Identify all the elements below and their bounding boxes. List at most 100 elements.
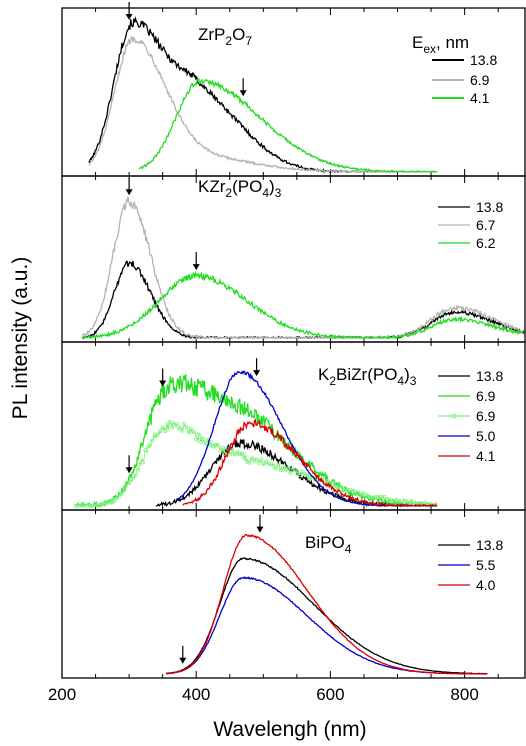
series-marker [259, 457, 264, 462]
series-marker [336, 483, 341, 488]
series-marker [170, 425, 174, 430]
series-marker [293, 467, 298, 472]
series-marker [112, 499, 117, 504]
series-marker [203, 441, 208, 446]
series-marker [266, 461, 271, 466]
y-axis-label: PL intensity (a.u.) [9, 257, 32, 420]
panel-title: BiPO4 [305, 533, 352, 556]
series-marker [377, 495, 382, 499]
series-marker [370, 495, 375, 500]
series-marker [288, 471, 293, 475]
x-axis-label: Wavelengh (nm) [213, 718, 366, 741]
series-marker [194, 437, 199, 442]
peak-arrowhead [239, 90, 247, 97]
series-marker [148, 443, 153, 448]
panel-title: KZr2(PO4)3 [198, 177, 282, 200]
series-marker [302, 471, 307, 476]
series-marker [346, 488, 351, 493]
series-marker [158, 429, 162, 434]
series-marker [191, 430, 196, 434]
legend-marker [451, 413, 457, 419]
series-marker [305, 473, 310, 478]
series-marker [283, 466, 288, 471]
series-marker [153, 432, 158, 437]
series-marker [114, 496, 119, 501]
series-marker [406, 500, 411, 505]
series-marker [261, 461, 266, 466]
series-marker [348, 488, 353, 493]
series-marker [116, 494, 121, 499]
series-marker [244, 459, 249, 464]
series-marker [80, 503, 85, 507]
series-marker [286, 466, 290, 471]
peak-arrowhead [192, 264, 200, 271]
series-marker [182, 421, 187, 426]
series-marker [179, 428, 184, 433]
peak-arrowhead [125, 189, 133, 196]
panel-frame [61, 341, 526, 511]
legend-label: 6.7 [476, 217, 496, 233]
series-line-6_9 [74, 374, 438, 509]
legend-label: 4.0 [476, 577, 496, 593]
series-marker [196, 438, 201, 443]
series-marker [423, 500, 428, 505]
series-marker [254, 457, 259, 462]
series-marker [382, 495, 387, 500]
peak-arrowhead [159, 380, 167, 387]
series-marker [278, 467, 283, 472]
series-marker [290, 468, 295, 473]
x-tick-label: 800 [450, 685, 478, 704]
series-marker [276, 462, 281, 467]
series-marker [172, 422, 177, 427]
series-marker [126, 480, 131, 485]
series-marker [85, 503, 90, 508]
series-marker [247, 460, 252, 465]
series-marker [218, 449, 223, 453]
legend-label: 6.9 [476, 388, 496, 404]
series-marker [363, 492, 368, 497]
series-marker [271, 463, 276, 468]
x-tick-label: 600 [316, 685, 344, 704]
legend-label: 5.5 [476, 557, 496, 573]
series-marker [401, 498, 406, 503]
legend-label: 13.8 [470, 52, 497, 68]
legend-label: 13.8 [476, 368, 503, 384]
series-marker [411, 501, 416, 506]
series-marker [187, 430, 191, 435]
series-marker [373, 495, 377, 500]
series-line-6_9 [88, 35, 438, 174]
legend-label: 4.1 [470, 90, 490, 106]
series-marker [129, 477, 133, 482]
series-marker [358, 493, 363, 498]
series-marker [387, 499, 392, 504]
series-marker [351, 488, 356, 493]
series-marker [199, 440, 203, 445]
panel-3: 13.8 6.9 6.9 5.0 4.1 K2BiZr(PO4)3 [61, 341, 526, 511]
panel-1: 13.8 6.9 4.1 ZrP2O7 Eex, nm [61, 1, 526, 177]
series-marker [201, 437, 206, 442]
series-marker [83, 503, 88, 508]
series-marker [295, 472, 300, 477]
series-marker [228, 452, 232, 457]
series-marker [119, 492, 124, 496]
series-marker [237, 451, 242, 456]
series-marker [356, 490, 361, 495]
legend-label: 6.9 [470, 72, 490, 88]
series-marker [300, 469, 305, 474]
series-marker [78, 503, 83, 508]
series-marker [269, 461, 274, 466]
legend-header: Eex, nm [412, 33, 469, 56]
series-marker [232, 452, 237, 457]
series-marker [220, 445, 225, 450]
series-marker [131, 474, 136, 478]
legend-label: 4.1 [476, 448, 496, 464]
series-marker [136, 467, 141, 472]
series-marker [404, 499, 409, 503]
legend-label: 13.8 [476, 537, 503, 553]
series-marker [73, 503, 78, 508]
series-marker [177, 426, 182, 431]
series-line-6_7 [81, 196, 525, 340]
panel-2: 13.8 6.7 6.2 KZr2(PO4)3 [61, 175, 526, 343]
legend-label: 6.2 [476, 235, 496, 251]
legend-label: 13.8 [476, 199, 503, 215]
